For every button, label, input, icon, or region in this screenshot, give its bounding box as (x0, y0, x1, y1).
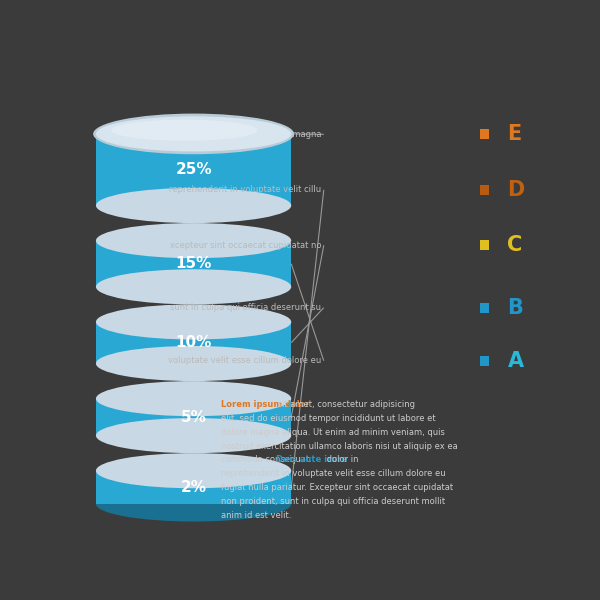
Text: anim id est velit.: anim id est velit. (221, 511, 292, 520)
Ellipse shape (96, 381, 291, 416)
Bar (479, 129, 489, 139)
Ellipse shape (96, 487, 291, 521)
Text: Lorem ipsum dolor: Lorem ipsum dolor (221, 400, 310, 409)
Text: E: E (508, 124, 522, 145)
Ellipse shape (96, 116, 291, 151)
Bar (479, 240, 489, 250)
Ellipse shape (96, 188, 291, 223)
Text: xcepteur sint occaecat cupidatat no: xcepteur sint occaecat cupidatat no (170, 241, 322, 250)
Text: reprehenderit in voluptate velit cillu: reprehenderit in voluptate velit cillu (169, 185, 322, 194)
Ellipse shape (93, 113, 294, 154)
Text: A: A (508, 351, 524, 371)
Ellipse shape (96, 116, 291, 151)
Text: nostrud exercitation ullamco laboris nisi ut aliquip ex ea: nostrud exercitation ullamco laboris nis… (221, 442, 458, 451)
Text: fugiat nulla pariatur. Excepteur sint occaecat cupidatat: fugiat nulla pariatur. Excepteur sint oc… (221, 483, 454, 492)
Text: 15%: 15% (175, 256, 212, 271)
Text: sunt in culpa qui officia deserunt su: sunt in culpa qui officia deserunt su (170, 303, 322, 312)
Text: B: B (508, 298, 523, 317)
Text: dolor in: dolor in (323, 455, 358, 464)
Bar (479, 185, 489, 195)
Ellipse shape (96, 453, 291, 488)
Bar (479, 302, 489, 313)
Text: incididunt ut labore et dolore magna: incididunt ut labore et dolore magna (167, 130, 322, 139)
Polygon shape (96, 322, 291, 364)
Text: 10%: 10% (175, 335, 212, 350)
Ellipse shape (96, 269, 291, 304)
Ellipse shape (96, 418, 291, 453)
Polygon shape (96, 241, 291, 287)
Text: 5%: 5% (181, 410, 206, 425)
Ellipse shape (96, 304, 291, 340)
Ellipse shape (111, 119, 257, 141)
Text: voluptate velit esse cillum dolore eu: voluptate velit esse cillum dolore eu (168, 356, 322, 365)
Text: 25%: 25% (175, 162, 212, 177)
Text: sit amet, consectetur adipisicing: sit amet, consectetur adipisicing (275, 400, 415, 409)
Text: D: D (508, 180, 525, 200)
Text: C: C (508, 235, 523, 255)
Bar (479, 356, 489, 366)
Text: 2%: 2% (181, 480, 206, 495)
Text: dolore magna aliqua. Ut enim ad minim veniam, quis: dolore magna aliqua. Ut enim ad minim ve… (221, 428, 445, 437)
Text: commodo consequat.: commodo consequat. (221, 455, 315, 464)
Polygon shape (96, 398, 291, 436)
Text: non proident, sunt in culpa qui officia deserunt mollit: non proident, sunt in culpa qui officia … (221, 497, 446, 506)
Text: reprehenderit in voluptate velit esse cillum dolore eu: reprehenderit in voluptate velit esse ci… (221, 469, 446, 478)
Polygon shape (96, 134, 291, 206)
Text: Duis aute irure: Duis aute irure (276, 455, 347, 464)
Text: elit, sed do eiusmod tempor incididunt ut labore et: elit, sed do eiusmod tempor incididunt u… (221, 414, 436, 423)
Ellipse shape (96, 346, 291, 381)
Ellipse shape (96, 223, 291, 258)
Polygon shape (96, 471, 291, 504)
